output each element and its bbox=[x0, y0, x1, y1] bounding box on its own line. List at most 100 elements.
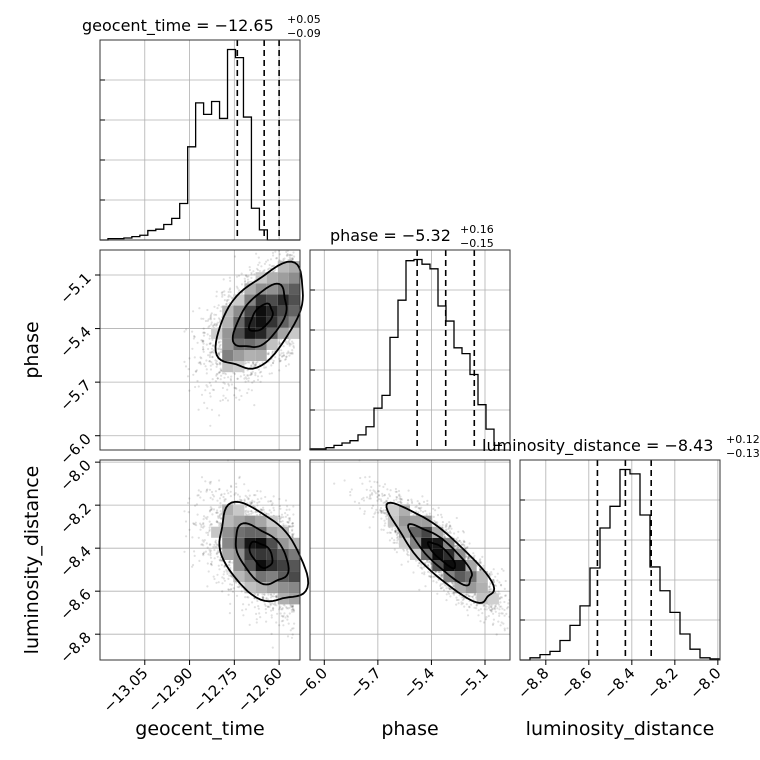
sample-point-phase-vs-geocent-time bbox=[291, 351, 294, 354]
sample-point-phase-vs-geocent-time bbox=[246, 278, 250, 281]
density-cell-luminosity-distance-vs-phase bbox=[432, 548, 444, 560]
sample-point-luminosity-distance-vs-phase bbox=[379, 510, 382, 513]
sample-point-phase-vs-geocent-time bbox=[278, 342, 282, 345]
xtick-label-luminosity-distance-0: −8.8 bbox=[514, 664, 552, 702]
sample-point-phase-vs-geocent-time bbox=[292, 345, 295, 348]
sample-point-luminosity-distance-vs-geocent-time bbox=[207, 553, 210, 556]
sample-point-luminosity-distance-vs-geocent-time bbox=[261, 508, 264, 511]
sample-point-phase-vs-geocent-time bbox=[279, 354, 282, 357]
sample-point-phase-vs-geocent-time bbox=[267, 268, 270, 271]
sample-point-luminosity-distance-vs-geocent-time bbox=[254, 494, 257, 497]
contour-luminosity-distance-vs-phase-2 bbox=[385, 501, 496, 604]
sample-point-luminosity-distance-vs-phase bbox=[381, 492, 384, 495]
sample-point-luminosity-distance-vs-phase bbox=[398, 493, 401, 496]
sample-point-luminosity-distance-vs-phase bbox=[490, 573, 493, 576]
sample-point-luminosity-distance-vs-phase bbox=[417, 564, 420, 567]
density-cell-luminosity-distance-vs-geocent-time bbox=[266, 582, 278, 594]
sample-point-phase-vs-geocent-time bbox=[278, 259, 281, 262]
sample-point-phase-vs-geocent-time bbox=[256, 361, 259, 364]
sample-point-phase-vs-geocent-time bbox=[194, 370, 197, 373]
sample-point-luminosity-distance-vs-geocent-time bbox=[258, 500, 261, 503]
sample-point-luminosity-distance-vs-geocent-time bbox=[244, 506, 247, 509]
sample-point-luminosity-distance-vs-geocent-time bbox=[211, 493, 214, 496]
density-cell-luminosity-distance-vs-phase bbox=[465, 560, 477, 572]
sample-point-luminosity-distance-vs-phase bbox=[492, 607, 496, 610]
xtick-label-luminosity-distance-3: −8.2 bbox=[643, 664, 681, 702]
density-cell-luminosity-distance-vs-geocent-time bbox=[255, 548, 267, 560]
sample-point-luminosity-distance-vs-phase bbox=[504, 594, 507, 597]
sample-point-phase-vs-geocent-time bbox=[193, 356, 196, 359]
sample-point-luminosity-distance-vs-phase bbox=[358, 507, 362, 510]
sample-point-luminosity-distance-vs-phase bbox=[394, 529, 397, 532]
sample-point-luminosity-distance-vs-geocent-time bbox=[218, 522, 221, 525]
sample-point-phase-vs-geocent-time bbox=[197, 385, 200, 388]
density-cell-luminosity-distance-vs-geocent-time bbox=[233, 526, 245, 538]
sample-point-luminosity-distance-vs-phase bbox=[503, 627, 506, 630]
density-cell-phase-vs-geocent-time bbox=[244, 294, 256, 306]
sample-point-luminosity-distance-vs-phase bbox=[432, 580, 435, 583]
sample-point-phase-vs-geocent-time bbox=[269, 258, 273, 261]
sample-point-luminosity-distance-vs-geocent-time bbox=[219, 521, 222, 524]
sample-point-phase-vs-geocent-time bbox=[285, 355, 288, 358]
sample-point-phase-vs-geocent-time bbox=[254, 374, 257, 377]
sample-point-luminosity-distance-vs-geocent-time bbox=[223, 564, 226, 568]
sample-point-phase-vs-geocent-time bbox=[278, 369, 281, 372]
sample-point-luminosity-distance-vs-phase bbox=[422, 500, 426, 503]
density-cell-luminosity-distance-vs-phase bbox=[476, 582, 488, 594]
sample-point-luminosity-distance-vs-phase bbox=[368, 497, 371, 500]
sample-point-luminosity-distance-vs-phase bbox=[349, 494, 352, 497]
sample-point-luminosity-distance-vs-phase bbox=[365, 496, 369, 499]
x-axis-label-luminosity-distance: luminosity_distance bbox=[526, 718, 715, 740]
sample-point-luminosity-distance-vs-phase bbox=[415, 559, 418, 562]
sample-point-luminosity-distance-vs-geocent-time bbox=[238, 476, 241, 480]
sample-point-luminosity-distance-vs-geocent-time bbox=[291, 533, 294, 536]
density-cell-phase-vs-geocent-time bbox=[244, 283, 256, 295]
sample-point-luminosity-distance-vs-phase bbox=[487, 572, 491, 575]
sample-point-luminosity-distance-vs-geocent-time bbox=[213, 577, 216, 581]
sample-point-phase-vs-geocent-time bbox=[229, 290, 232, 294]
sample-point-luminosity-distance-vs-phase bbox=[428, 559, 431, 562]
sample-point-luminosity-distance-vs-geocent-time bbox=[270, 601, 273, 604]
sample-point-luminosity-distance-vs-phase bbox=[457, 598, 460, 602]
sample-point-phase-vs-geocent-time bbox=[202, 346, 205, 349]
sample-point-phase-vs-geocent-time bbox=[219, 340, 222, 343]
sample-point-phase-vs-geocent-time bbox=[215, 323, 219, 326]
sample-point-luminosity-distance-vs-phase bbox=[421, 567, 424, 571]
sample-point-luminosity-distance-vs-phase bbox=[453, 532, 456, 535]
histogram-geocent-time bbox=[100, 48, 300, 241]
xtick-label-geocent-time-3: −12.60 bbox=[234, 664, 286, 716]
sample-point-luminosity-distance-vs-geocent-time bbox=[222, 577, 225, 580]
sample-point-luminosity-distance-vs-phase bbox=[362, 499, 366, 502]
sample-point-luminosity-distance-vs-geocent-time bbox=[275, 621, 278, 624]
sample-point-phase-vs-geocent-time bbox=[221, 291, 224, 294]
sample-point-phase-vs-geocent-time bbox=[211, 344, 214, 347]
sample-point-luminosity-distance-vs-phase bbox=[382, 511, 385, 515]
sample-point-luminosity-distance-vs-geocent-time bbox=[243, 499, 246, 502]
sample-point-luminosity-distance-vs-geocent-time bbox=[207, 531, 210, 534]
sample-point-phase-vs-geocent-time bbox=[220, 374, 223, 377]
density-cell-luminosity-distance-vs-phase bbox=[421, 515, 433, 527]
sample-point-luminosity-distance-vs-phase bbox=[402, 549, 405, 552]
sample-point-luminosity-distance-vs-geocent-time bbox=[217, 564, 220, 567]
sample-point-luminosity-distance-vs-geocent-time bbox=[286, 614, 289, 617]
sample-point-luminosity-distance-vs-phase bbox=[425, 513, 428, 516]
sample-point-luminosity-distance-vs-phase bbox=[381, 510, 384, 513]
sample-point-luminosity-distance-vs-geocent-time bbox=[291, 535, 294, 538]
sample-point-phase-vs-geocent-time bbox=[257, 368, 260, 371]
sample-point-luminosity-distance-vs-phase bbox=[396, 539, 399, 542]
sample-point-luminosity-distance-vs-geocent-time bbox=[217, 581, 220, 584]
density-cell-phase-vs-geocent-time bbox=[255, 327, 267, 339]
sample-point-luminosity-distance-vs-geocent-time bbox=[217, 549, 220, 552]
sample-point-phase-vs-geocent-time bbox=[287, 363, 290, 366]
sample-point-phase-vs-geocent-time bbox=[236, 287, 239, 290]
sample-point-phase-vs-geocent-time bbox=[186, 375, 190, 378]
sample-point-luminosity-distance-vs-phase bbox=[445, 587, 448, 590]
density-cell-phase-vs-geocent-time bbox=[288, 272, 300, 284]
sample-point-phase-vs-geocent-time bbox=[260, 375, 263, 378]
density-cell-luminosity-distance-vs-phase bbox=[487, 593, 499, 605]
sample-point-phase-vs-geocent-time bbox=[268, 263, 271, 267]
sample-point-phase-vs-geocent-time bbox=[221, 372, 224, 375]
sample-point-luminosity-distance-vs-geocent-time bbox=[250, 501, 253, 504]
sample-point-luminosity-distance-vs-phase bbox=[383, 519, 386, 522]
sample-point-phase-vs-geocent-time bbox=[202, 327, 205, 330]
